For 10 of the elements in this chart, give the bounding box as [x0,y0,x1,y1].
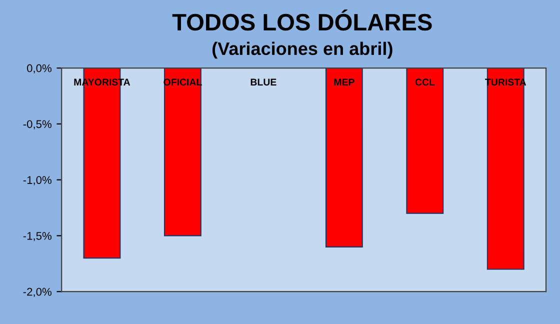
y-tick-label: -1,0% [23,176,52,186]
y-tick-label: -2,0% [23,288,52,298]
chart-subtitle: (Variaciones en abril) [212,42,392,59]
x-tick-label: BLUE [250,78,276,86]
x-tick-label: MEP [334,78,354,86]
y-tick-label: 0,0% [26,64,52,74]
x-tick-label: CCL [415,78,435,86]
y-tick-label: -0,5% [23,120,52,130]
y-tick-label: -1,5% [23,232,52,242]
chart-title: TODOS LOS DÓLARES [172,9,432,31]
